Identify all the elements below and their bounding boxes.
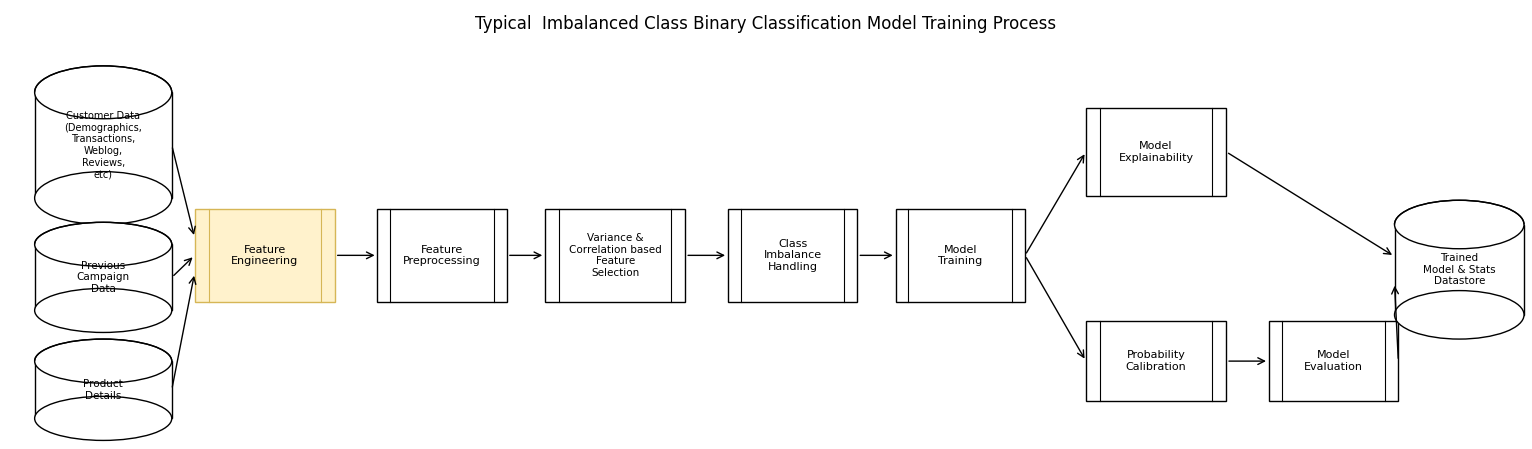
Text: Variance &
Correlation based
Feature
Selection: Variance & Correlation based Feature Sel… — [568, 233, 662, 278]
Ellipse shape — [35, 288, 172, 332]
Bar — [377, 209, 507, 302]
Bar — [1268, 321, 1399, 401]
Ellipse shape — [1394, 291, 1524, 339]
Ellipse shape — [35, 172, 172, 224]
Text: Model
Explainability: Model Explainability — [1118, 141, 1193, 163]
Bar — [1086, 108, 1226, 196]
Text: Typical  Imbalanced Class Binary Classification Model Training Process: Typical Imbalanced Class Binary Classifi… — [475, 15, 1057, 33]
Text: Class
Imbalance
Handling: Class Imbalance Handling — [763, 239, 821, 272]
Bar — [545, 209, 685, 302]
Bar — [1086, 321, 1226, 401]
Ellipse shape — [35, 66, 172, 119]
Ellipse shape — [35, 222, 172, 266]
Bar — [35, 361, 172, 418]
Ellipse shape — [35, 339, 172, 383]
Text: Trained
Model & Stats
Datastore: Trained Model & Stats Datastore — [1423, 253, 1495, 286]
Ellipse shape — [1394, 200, 1524, 249]
Text: Feature
Engineering: Feature Engineering — [231, 245, 299, 266]
Bar — [195, 209, 336, 302]
Text: Model
Training: Model Training — [938, 245, 982, 266]
Text: Feature
Preprocessing: Feature Preprocessing — [403, 245, 481, 266]
Bar — [35, 244, 172, 310]
Bar — [1394, 224, 1524, 315]
Bar — [35, 92, 172, 198]
Bar — [728, 209, 858, 302]
Text: Model
Evaluation: Model Evaluation — [1304, 350, 1363, 372]
Text: Previous
Campaign
Data: Previous Campaign Data — [77, 261, 130, 294]
Bar — [896, 209, 1025, 302]
Ellipse shape — [35, 396, 172, 440]
Text: Probability
Calibration: Probability Calibration — [1126, 350, 1186, 372]
Text: Customer Data
(Demographics,
Transactions,
Weblog,
Reviews,
etc): Customer Data (Demographics, Transaction… — [64, 111, 142, 179]
Text: Product
Details: Product Details — [83, 379, 123, 401]
